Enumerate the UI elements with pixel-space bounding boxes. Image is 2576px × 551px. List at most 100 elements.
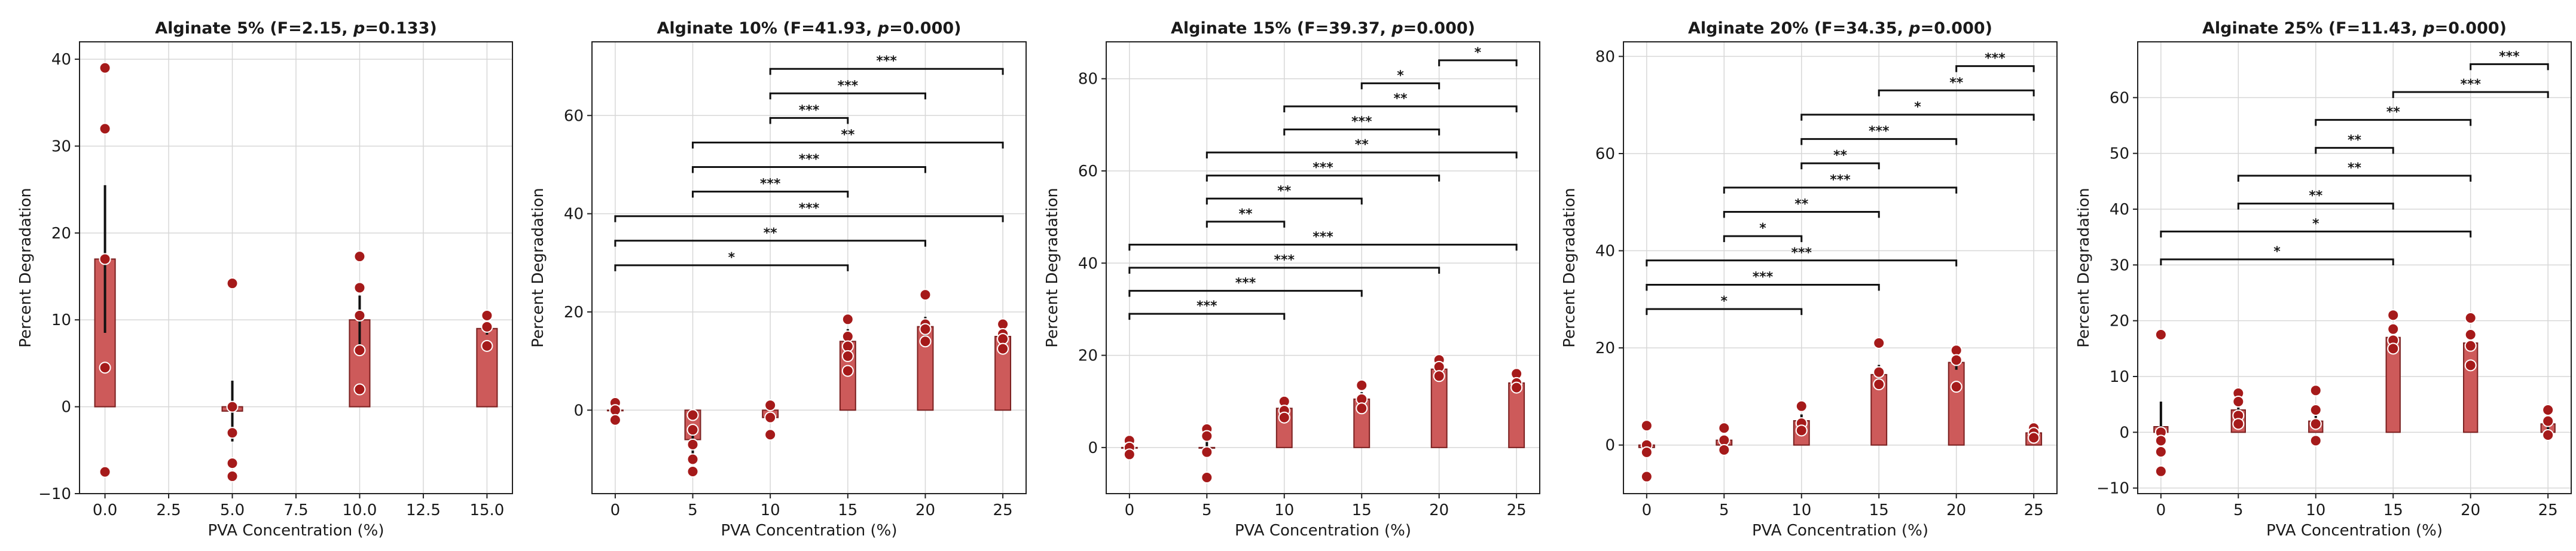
data-point	[1640, 446, 1653, 458]
y-tick-label: 20	[1078, 347, 1098, 365]
x-axis-label: PVA Concentration (%)	[1235, 522, 1411, 540]
data-point	[2154, 329, 2167, 341]
x-tick-label: 15	[1352, 501, 1372, 519]
y-tick-label: −10	[38, 485, 71, 503]
x-tick-label: 0	[2156, 501, 2166, 519]
significance-bracket	[1646, 283, 1880, 291]
axes-frame	[591, 41, 1027, 494]
data-point	[686, 466, 699, 478]
y-tick-label: 10	[2110, 368, 2129, 386]
significance-label: ***	[1197, 299, 1217, 314]
y-tick-label: 20	[1595, 339, 1615, 357]
data-point	[841, 340, 854, 353]
data-point	[2309, 418, 2322, 430]
data-point	[2387, 323, 2400, 335]
significance-bracket	[1646, 308, 1803, 316]
significance-bracket	[2315, 146, 2394, 154]
data-point	[997, 318, 1009, 330]
x-tick-label: 25	[993, 501, 1013, 519]
y-tick-label: 40	[1595, 243, 1615, 261]
title-suffix: =0.000)	[1403, 19, 1475, 38]
data-point	[2232, 418, 2245, 430]
title-prefix: Alginate 20% (F=34.35,	[1688, 19, 1909, 38]
significance-label: ***	[1830, 173, 1851, 188]
y-tick-label: 80	[1595, 48, 1615, 66]
x-tick-label: 12.5	[406, 501, 441, 519]
y-tick-label: 80	[1078, 71, 1098, 88]
y-tick-label: 60	[1595, 145, 1615, 163]
data-point	[1356, 402, 1368, 415]
significance-label: ***	[876, 54, 897, 69]
significance-bracket	[1360, 82, 1440, 90]
data-point	[99, 253, 111, 265]
x-tick-label: 5	[688, 501, 698, 519]
data-point	[2464, 339, 2477, 352]
data-point	[353, 309, 366, 322]
significance-bracket	[1128, 267, 1440, 274]
significance-label: ***	[1274, 253, 1295, 268]
x-tick-label: 2.5	[156, 501, 181, 519]
data-point	[2232, 396, 2245, 408]
data-point	[2464, 312, 2477, 324]
data-point	[1123, 448, 1136, 461]
significance-bracket	[1800, 114, 2035, 121]
y-tick-label: −10	[2096, 480, 2129, 498]
title-suffix: =0.133)	[365, 19, 437, 38]
data-point	[353, 250, 366, 263]
significance-label: *	[1397, 68, 1404, 83]
significance-bracket	[769, 92, 926, 100]
significance-bracket	[1723, 235, 1803, 243]
data-point	[353, 344, 366, 357]
data-point	[226, 277, 239, 290]
significance-bracket	[1878, 89, 2035, 97]
axes-frame	[1106, 41, 1540, 494]
data-point	[841, 313, 854, 326]
data-point	[1201, 446, 1213, 458]
y-tick-label: 0	[573, 402, 584, 420]
data-point	[1950, 354, 1962, 366]
y-tick-label: 20	[564, 304, 584, 322]
y-tick-label: 60	[1078, 163, 1098, 180]
data-point	[99, 123, 111, 135]
data-point	[353, 281, 366, 294]
chart-panel-4: ************************0 5 10 15 20 25020406…	[1561, 19, 2058, 540]
x-tick-label: 20	[915, 501, 935, 519]
data-point	[99, 466, 111, 478]
significance-bracket	[1205, 151, 1518, 159]
title-p: p	[2422, 19, 2434, 38]
significance-bracket	[2160, 230, 2472, 238]
chart-title: Alginate 20% (F=34.35, p=0.000)	[1688, 19, 1992, 38]
significance-label: **	[2386, 105, 2401, 120]
data-point	[919, 289, 932, 301]
significance-bracket	[1128, 243, 1518, 251]
data-point	[764, 411, 777, 424]
data-point	[1873, 366, 1885, 378]
x-tick-label: 5	[1719, 501, 1729, 519]
bar	[1948, 362, 1965, 446]
data-point	[997, 333, 1009, 345]
significance-label: **	[2348, 161, 2362, 176]
y-tick-label: 30	[51, 137, 71, 155]
title-p: p	[1908, 19, 1920, 38]
significance-label: ***	[799, 152, 820, 167]
x-tick-label: 10	[761, 501, 780, 519]
title-prefix: Alginate 5% (F=2.15,	[155, 19, 353, 38]
data-point	[764, 428, 777, 441]
data-point	[2542, 404, 2554, 416]
significance-bracket	[1955, 65, 2035, 72]
bar	[2463, 342, 2479, 433]
data-point	[1950, 381, 1962, 393]
y-axis-label: Percent Degradation	[1561, 188, 1579, 347]
significance-label: ***	[1313, 229, 1333, 244]
significance-label: ***	[1351, 115, 1372, 130]
title-prefix: Alginate 10% (F=41.93,	[657, 19, 878, 38]
significance-bracket	[1646, 259, 1958, 267]
significance-label: **	[764, 226, 778, 241]
significance-label: ***	[1235, 276, 1256, 291]
x-tick-label: 5.0	[220, 501, 245, 519]
x-tick-label: 0.0	[93, 501, 117, 519]
x-tick-label: 10	[2306, 501, 2325, 519]
x-tick-label: 25	[1507, 501, 1527, 519]
title-p: p	[877, 19, 889, 38]
